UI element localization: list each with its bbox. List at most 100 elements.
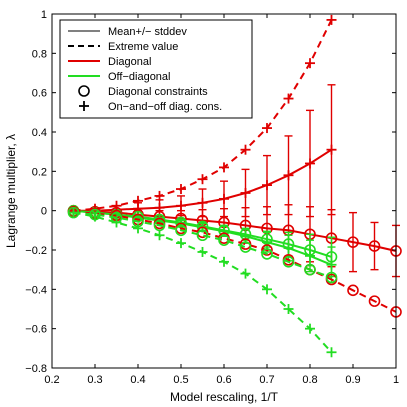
legend-label: On−and−off diag. cons.	[108, 101, 222, 113]
circle-marker	[175, 224, 187, 237]
circle-marker	[239, 241, 252, 253]
plus-marker	[305, 158, 315, 169]
axis-ticks: 0.2 0.3 0.4 0.5 0.6 0.7 0.8 0.9 1 −0.8 −0.6 −0.4 −0.…	[25, 9, 399, 386]
series-line	[73, 210, 397, 313]
series-3	[68, 205, 337, 284]
circle-marker	[282, 255, 295, 268]
plus-marker	[111, 217, 122, 228]
plus-marker	[219, 193, 229, 204]
plus-marker	[262, 284, 272, 295]
plus-marker	[305, 58, 315, 69]
plus-marker	[262, 123, 272, 134]
y-tick-label: 0.6	[32, 88, 47, 100]
legend-label: Diagonal constraints	[108, 86, 208, 98]
plus-marker	[283, 243, 294, 254]
circle-marker	[347, 236, 359, 248]
x-tick-label: 0.4	[130, 374, 145, 386]
plus-marker	[197, 246, 208, 257]
circle-marker	[218, 234, 230, 246]
circle-marker	[78, 85, 90, 97]
circle-marker	[304, 263, 316, 276]
legend-entry: On−and−off diag. cons.	[79, 101, 222, 113]
plus-marker	[305, 323, 315, 334]
plus-marker	[326, 144, 337, 155]
legend-entry: Mean+/− stddev	[68, 26, 187, 38]
circle-marker	[196, 226, 209, 239]
plus-marker	[176, 200, 186, 211]
plus-marker	[197, 174, 208, 185]
y-tick-label: 1	[41, 9, 47, 21]
x-tick-label: 0.7	[259, 374, 274, 386]
y-tick-label: −0.4	[25, 284, 47, 296]
series-line	[73, 211, 332, 279]
x-tick-label: 0.2	[44, 374, 59, 386]
plus-marker	[283, 170, 294, 181]
error-bar	[349, 211, 357, 273]
legend-label: Off−diagonal	[108, 71, 171, 83]
plus-marker	[133, 223, 143, 234]
plus-marker	[240, 268, 251, 279]
x-tick-label: 0.3	[87, 374, 102, 386]
plus-marker	[90, 211, 100, 222]
plus-marker	[262, 180, 272, 191]
plus-marker	[68, 207, 79, 218]
circle-marker	[368, 240, 381, 252]
series-line	[73, 209, 397, 252]
legend: Mean+/− stddev Extreme value Diagonal Off−d…	[59, 19, 253, 119]
x-tick-label: 0.8	[302, 374, 317, 386]
plot-area	[67, 14, 402, 358]
y-tick-label: 0	[41, 206, 47, 218]
legend-box	[59, 19, 253, 119]
plus-marker	[197, 197, 208, 208]
y-tick-label: 0.2	[32, 166, 47, 178]
y-tick-label: 0.8	[32, 48, 47, 60]
legend-label: Diagonal	[108, 56, 151, 68]
x-tick-label: 0.9	[345, 374, 360, 386]
y-axis-label: Lagrange multiplier, λ	[4, 134, 18, 248]
circle-marker	[347, 284, 359, 297]
y-tick-label: −0.6	[25, 324, 47, 336]
series-6	[67, 206, 338, 284]
x-tick-label: 0.5	[173, 374, 188, 386]
legend-label: Extreme value	[108, 41, 178, 53]
y-tick-label: −0.8	[25, 363, 47, 375]
series-5	[68, 14, 337, 216]
error-bar	[370, 221, 379, 271]
x-tick-label: 0.6	[216, 374, 231, 386]
legend-label: Mean+/− stddev	[108, 26, 187, 38]
x-tick-label: 1	[393, 374, 399, 386]
plus-marker	[283, 93, 294, 104]
y-tick-label: −0.2	[25, 245, 47, 257]
series-7	[68, 207, 337, 358]
legend-entry: Extreme value	[68, 41, 178, 53]
plus-marker	[219, 162, 229, 173]
circle-marker	[325, 271, 338, 284]
plus-marker	[305, 250, 315, 261]
plus-marker	[79, 101, 89, 111]
plus-marker	[154, 190, 165, 201]
plus-marker	[326, 259, 337, 270]
circle-marker	[368, 295, 381, 307]
plus-marker	[154, 202, 165, 213]
plus-marker	[240, 144, 251, 155]
legend-entry: Off−diagonal	[68, 71, 171, 83]
plus-marker	[176, 184, 186, 195]
circle-marker	[196, 229, 209, 242]
x-axis-label: Model rescaling, 1/T	[170, 390, 279, 404]
plus-marker	[283, 304, 294, 314]
y-tick-label: 0.4	[32, 127, 47, 139]
plus-marker	[154, 230, 165, 241]
legend-entry: Diagonal	[68, 56, 151, 68]
circle-marker	[261, 248, 273, 260]
circle-marker	[261, 244, 273, 256]
legend-entry: Diagonal constraints	[78, 85, 208, 98]
plus-marker	[176, 238, 186, 249]
circle-marker	[239, 238, 252, 250]
plus-marker	[326, 347, 337, 358]
plus-marker	[219, 256, 229, 267]
plus-marker	[133, 195, 143, 206]
plus-marker	[326, 14, 337, 25]
plus-marker	[240, 187, 251, 198]
plus-marker	[111, 200, 122, 211]
